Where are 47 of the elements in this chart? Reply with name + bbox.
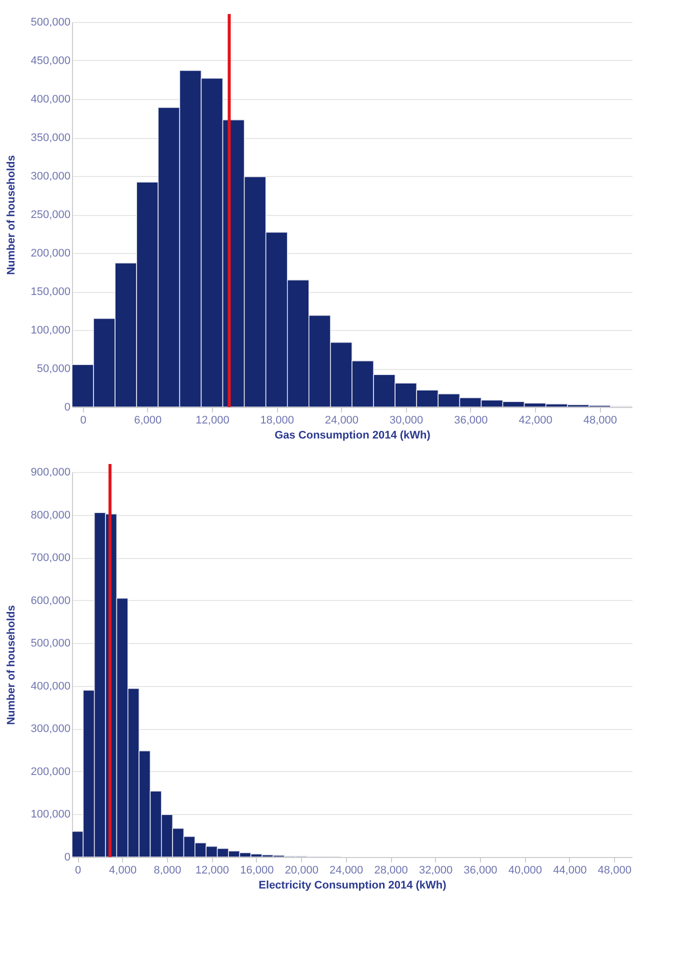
y-tick-label: 250,000 [30, 209, 70, 221]
y-tick-label: 200,000 [30, 766, 70, 778]
y-tick-label: 400,000 [30, 680, 70, 692]
x-tick-label: 18,000 [260, 414, 294, 426]
y-tick-label: 50,000 [36, 363, 70, 375]
x-tick-label: 40,000 [508, 864, 542, 876]
y-tick-label: 450,000 [30, 55, 70, 67]
x-tick-label: 12,000 [196, 414, 230, 426]
y-tick-label: 400,000 [30, 94, 70, 106]
x-tick-label: 0 [75, 864, 82, 876]
y-tick-label: 0 [64, 852, 70, 864]
y-axis-title: Number of households [6, 155, 18, 275]
y-tick-label: 100,000 [30, 808, 70, 821]
y-axis-title: Number of households [6, 605, 18, 725]
y-tick-label: 0 [64, 402, 70, 414]
y-tick-label: 350,000 [30, 132, 70, 144]
x-tick-label: 32,000 [418, 864, 453, 876]
y-tick-label: 500,000 [30, 16, 70, 28]
y-tick-label: 900,000 [30, 466, 70, 478]
x-tick-label: 24,000 [330, 864, 364, 876]
x-tick-label: 8,000 [154, 864, 182, 876]
x-tick-label: 0 [80, 414, 86, 426]
x-tick-label: 20,000 [284, 864, 318, 876]
x-axis-title: Electricity Consumption 2014 (kWh) [258, 880, 447, 892]
x-tick-label: 48,000 [598, 864, 632, 876]
y-tick-label: 700,000 [30, 552, 70, 564]
y-tick-label: 200,000 [30, 248, 70, 260]
y-tick-label: 500,000 [30, 638, 70, 650]
y-tick-label: 300,000 [30, 170, 70, 182]
x-tick-label: 6,000 [134, 414, 162, 426]
x-tick-label: 12,000 [195, 864, 230, 876]
x-tick-label: 16,000 [240, 864, 274, 876]
x-axis-title: Gas Consumption 2014 (kWh) [274, 430, 431, 442]
x-tick-label: 48,000 [583, 414, 618, 426]
x-tick-label: 28,000 [374, 864, 408, 876]
y-tick-label: 300,000 [30, 723, 70, 736]
x-tick-label: 36,000 [454, 414, 488, 426]
x-tick-label: 36,000 [464, 864, 498, 876]
y-tick-label: 100,000 [30, 324, 70, 336]
x-tick-label: 4,000 [109, 864, 137, 876]
y-tick-label: 600,000 [30, 594, 70, 607]
x-tick-label: 24,000 [324, 414, 359, 426]
y-tick-label: 800,000 [30, 509, 70, 522]
x-tick-label: 44,000 [553, 864, 587, 876]
y-tick-label: 150,000 [30, 286, 70, 298]
x-tick-label: 42,000 [518, 414, 552, 426]
x-tick-label: 30,000 [390, 414, 424, 426]
